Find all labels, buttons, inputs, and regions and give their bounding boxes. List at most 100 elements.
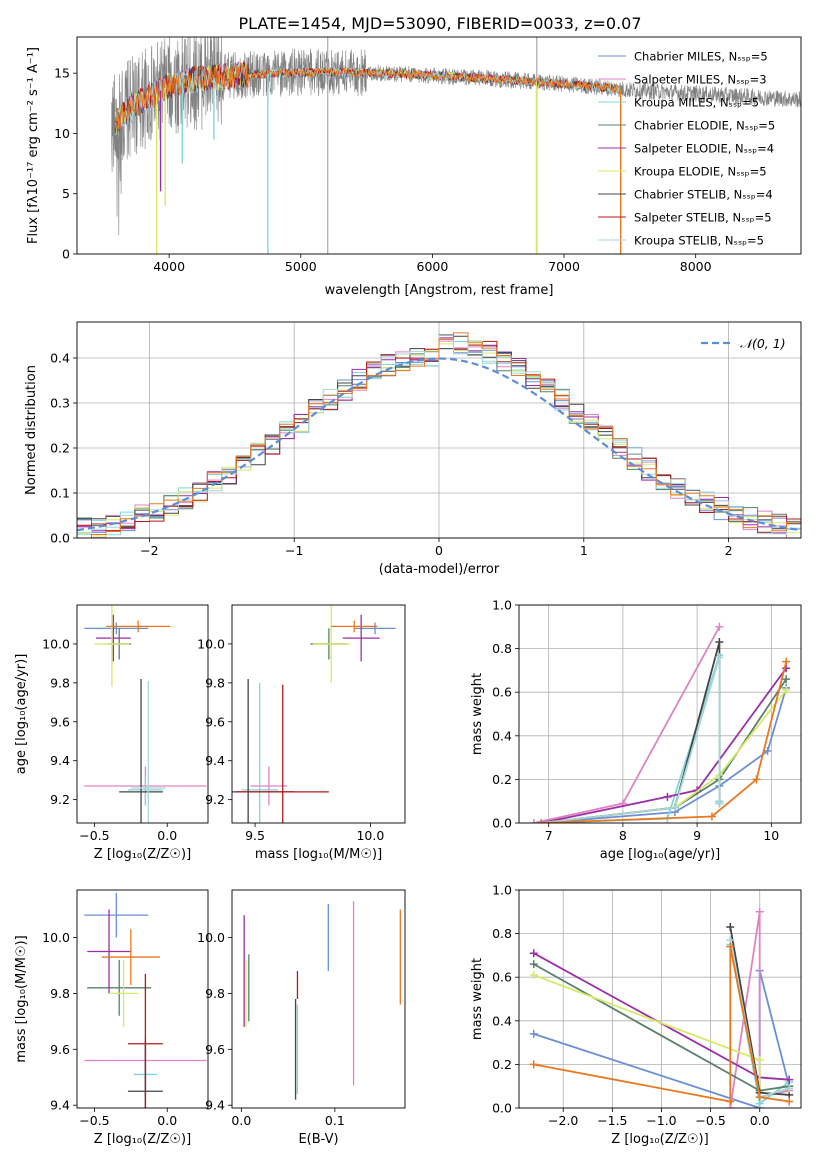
figure-title: PLATE=1454, MJD=53090, FIBERID=0033, z=0… [238,14,641,33]
weight-series [541,689,787,823]
y-tick-label: 0 [62,247,70,262]
x-tick-label: 9.5 [245,828,265,843]
legend-entry: Chabrier STELIB, Nₛₛₚ=4 [634,188,773,202]
legend-entry: Salpeter ELODIE, Nₛₛₚ=4 [634,142,774,156]
y-tick-label: 0.0 [492,1101,512,1116]
weight-marker [755,1056,764,1065]
frame-spectrum [76,36,802,255]
x-tick-label: 8 [619,828,627,843]
y-axis-label: Normed distribution [24,365,39,495]
y-tick-label: 0.2 [492,1057,512,1072]
y-tick-label: 9.4 [50,753,70,768]
y-tick-label: 9.2 [50,792,70,807]
normal-curve [77,357,801,532]
y-tick-label: 10.0 [197,636,225,651]
weight-marker [715,653,724,662]
weight-series [541,667,787,823]
panel-weight-vs-age: 7 8 9 10 0.0 0.2 0.4 0.6 0.8 1.0 [492,598,801,843]
weight-marker [529,960,538,969]
y-tick-label: 0.0 [50,531,70,546]
y-tick-label: 0.4 [492,1013,512,1028]
frame-age-vs-mass [231,604,406,824]
y-tick-label: 0.2 [492,772,512,787]
panel-weight-vs-metallicity: −2.0 −1.5 −1.0 −0.5 0.0 0.0 0.2 0.4 0.6 0.8 1.0 [492,883,801,1128]
errorbars [243,901,401,1100]
x-tick-label: −2.0 [548,1113,578,1128]
y-tick-label: 9.6 [50,714,70,729]
weight-marker [755,1093,764,1102]
weight-series [533,626,721,823]
legend-entry: Kroupa STELIB, Nₛₛₚ=5 [634,234,764,248]
y-tick-label: 1.0 [492,883,512,898]
y-tick-label: 10 [54,126,70,141]
x-axis-label: E(B-V) [298,1132,338,1147]
y-tick-label: 9.8 [50,986,70,1001]
weight-marker [537,819,546,823]
x-tick-label: 0.0 [157,1113,177,1128]
weight-marker [529,949,538,958]
frame-residual-histogram [76,321,802,539]
x-axis-label: age [log₁₀(age/yr)] [600,847,721,862]
x-axis-label: (data-model)/error [379,562,500,577]
weight-marker [707,812,716,821]
x-tick-label: 10 [763,828,779,843]
legend-entry: Salpeter MILES, Nₛₛₚ=3 [634,73,767,87]
weight-marker [715,638,724,647]
x-axis-label: Z [log₁₀(Z/Z☉)] [94,847,191,862]
weight-marker [726,942,735,951]
y-axis-label: age [log₁₀(age/yr)] [14,654,29,775]
y-tick-label: 0.1 [50,486,70,501]
y-tick-label: 9.4 [205,753,225,768]
weight-series [541,661,788,823]
x-axis-label: Z [log₁₀(Z/Z☉)] [611,1132,708,1147]
panel-residual-histogram: −2 −1 0 1 2 0.0 0.1 0.2 0.3 0.4 [50,322,801,558]
y-tick-label: 5 [62,186,70,201]
legend-entry: Kroupa MILES, Nₛₛₚ=5 [634,96,759,110]
frame-mass-vs-metallicity [76,889,209,1109]
weight-marker [663,792,672,801]
panel-age-vs-metallicity: −0.5 0.0 9.2 9.4 9.6 9.8 10.0 [42,636,177,843]
x-tick-label: −2 [140,543,158,558]
x-tick-label: 7000 [548,259,580,274]
x-tick-label: 7 [545,828,553,843]
errorbars [84,605,207,823]
y-tick-label: 10.0 [42,636,70,651]
x-tick-label: −0.5 [695,1113,725,1128]
frame-weight-vs-metallicity [518,889,802,1109]
x-axis-label: wavelength [Angstrom, rest frame] [325,283,554,298]
y-axis-label: mass weight [470,958,485,1040]
weight-lines [529,907,794,1108]
errorbars [232,605,396,823]
weight-series [541,657,721,823]
weight-marker [529,971,538,980]
weight-marker [785,1075,794,1084]
panel-mass-vs-metallicity: −0.5 0.0 9.4 9.6 9.8 10.0 [42,930,177,1128]
y-tick-label: 0.0 [492,816,512,831]
x-tick-label: 4000 [153,259,185,274]
panel-mass-vs-ebv: 0.0 0.1 9.4 9.6 9.8 10.0 [197,930,345,1128]
y-tick-label: 10.0 [42,930,70,945]
weight-marker [785,1084,794,1093]
legend-entry: 𝒩(0, 1) [740,336,786,351]
y-tick-label: 9.8 [50,675,70,690]
x-axis-label: mass [log₁₀(M/M☉)] [255,847,382,862]
weight-series [541,678,787,823]
y-tick-label: 0.6 [492,970,512,985]
y-tick-label: 0.8 [492,641,512,656]
x-tick-label: 8000 [680,259,712,274]
x-tick-label: 0.0 [750,1113,770,1128]
weight-marker [715,622,724,631]
y-tick-label: 9.6 [205,1042,225,1057]
y-axis-label: mass weight [470,673,485,755]
weight-marker [529,1060,538,1069]
legend-entry: Chabrier ELODIE, Nₛₛₚ=5 [634,119,775,133]
weight-marker [726,923,735,932]
y-tick-label: 9.8 [205,986,225,1001]
y-tick-label: 0.4 [50,351,70,366]
y-tick-label: 0.3 [50,396,70,411]
y-tick-label: 9.8 [205,675,225,690]
x-tick-label: 9 [693,828,701,843]
x-tick-label: 0.0 [157,828,177,843]
panel-spectrum: 4000 5000 6000 7000 8000 0 5 10 15 [54,66,712,274]
weight-marker [755,907,764,916]
